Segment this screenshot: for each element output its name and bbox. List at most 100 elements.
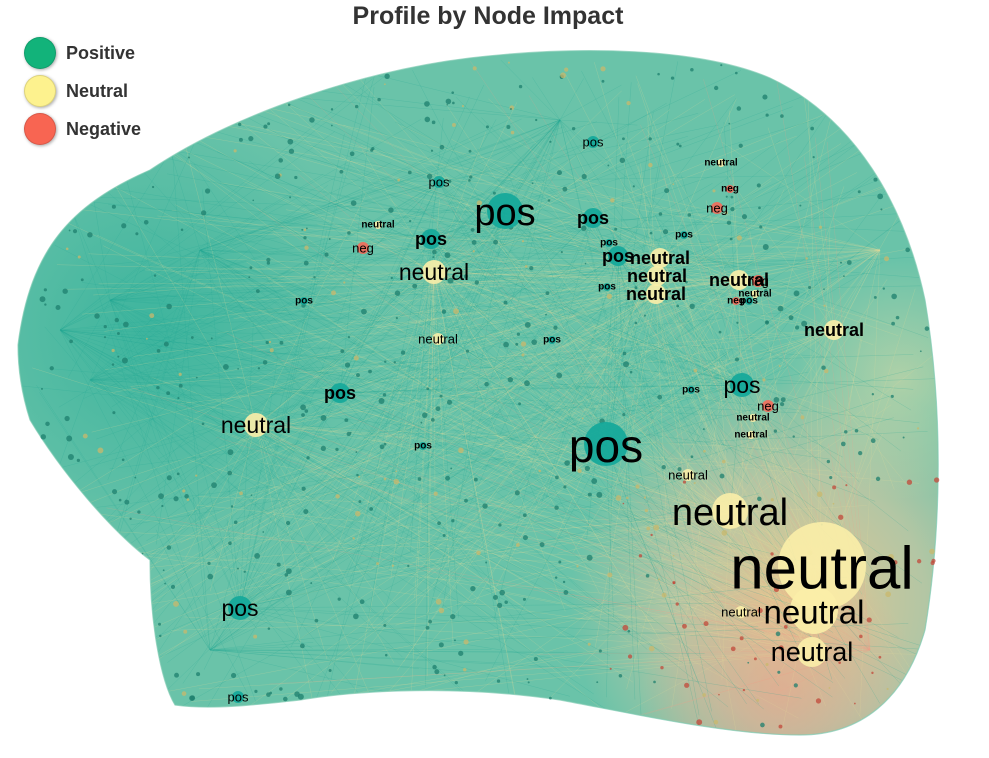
graph-node-small [124,499,130,505]
graph-node-small [902,436,905,439]
graph-edge [729,404,892,514]
graph-node-small [587,642,591,646]
graph-node-small [425,625,430,630]
graph-node-positive [300,297,308,305]
graph-edge [59,329,460,566]
graph-node-small [417,477,422,481]
graph-edge [219,96,881,251]
graph-edge [193,163,341,394]
graph-node-small [408,220,412,223]
node-label-neutral: neutral [418,332,458,347]
graph-node-small [677,475,681,478]
graph-node-small [303,260,309,266]
graph-node-small [509,108,512,111]
small-node-layer [39,61,940,729]
graph-node-small [810,126,815,131]
graph-node-small [87,232,93,238]
graph-edge [514,384,743,388]
graph-edge [474,275,658,419]
graph-edge [426,275,658,615]
graph-node-small [249,266,253,270]
graph-node-small [453,308,459,315]
legend-item-negative: Negative [24,110,141,148]
graph-edge [239,607,570,697]
graph-edge [659,257,735,528]
graph-edge [451,210,607,447]
graph-edge [262,384,743,497]
graph-edge [385,293,657,446]
graph-node-small [40,434,47,440]
graph-edge [641,249,881,541]
graph-node-small [303,509,309,515]
graph-node-small [182,489,186,493]
graph-edge [109,256,929,301]
graph-node-small [330,124,333,127]
node-label-positive: pos [682,385,700,396]
graph-edge [199,249,339,304]
graph-node-small [643,314,646,317]
graph-edge [729,505,867,514]
graph-edge [89,379,804,414]
graph-edge [339,378,724,394]
graph-edge [430,212,913,240]
graph-edge [269,649,871,685]
graph-edge [409,271,435,718]
graph-node-small [443,674,446,677]
graph-edge [89,184,329,381]
graph-edge [617,255,642,719]
graph-edge [559,119,703,735]
graph-edge [721,512,731,680]
graph-node-small [276,562,281,567]
graph-edge [663,173,731,514]
graph-edge [59,78,373,331]
graph-node-small [747,661,750,664]
graph-edge [525,249,881,405]
graph-edge [233,392,341,509]
graph-edge [441,212,506,613]
graph-edge [339,392,924,684]
graph-edge [67,299,111,378]
graph-edge [191,181,440,430]
graph-edge [659,257,860,422]
graph-node-small [770,498,774,502]
graph-edge [239,307,610,609]
graph-node-small [66,435,73,442]
graph-edge [798,249,881,377]
graph-node-small [285,568,292,575]
graph-node-small [765,662,769,667]
graph-edge [36,384,211,651]
graph-edge [59,66,397,331]
graph-edge [235,271,435,446]
graph-edge [109,299,576,597]
graph-edge [109,299,185,394]
graph-node-small [606,293,613,300]
graph-node-small [452,123,456,127]
graph-node-small [562,580,566,584]
graph-node-small [584,262,587,265]
graph-edge [266,129,658,277]
graph-node-negative [732,297,740,305]
graph-node-small [690,68,694,72]
graph-node-neutral [682,469,694,481]
graph-edge [334,77,619,257]
graph-node-neutral [790,586,838,634]
graph-edge [199,249,716,555]
graph-edge [226,519,241,609]
graph-edge [202,189,241,609]
graph-node-positive [487,193,523,229]
graph-node-small [257,367,261,370]
graph-edge [403,275,658,663]
graph-node-small [350,200,357,206]
graph-node-small [678,144,682,148]
graph-node-small [116,332,120,335]
graph-edge [88,253,658,277]
graph-node-small [891,293,897,300]
graph-node-small [587,492,592,497]
graph-edge [418,249,881,391]
graph-edge [199,249,653,424]
graph-node-small [379,444,385,450]
graph-node-small [880,208,883,211]
graph-edge [741,378,939,386]
legend-item-neutral: Neutral [24,72,141,110]
